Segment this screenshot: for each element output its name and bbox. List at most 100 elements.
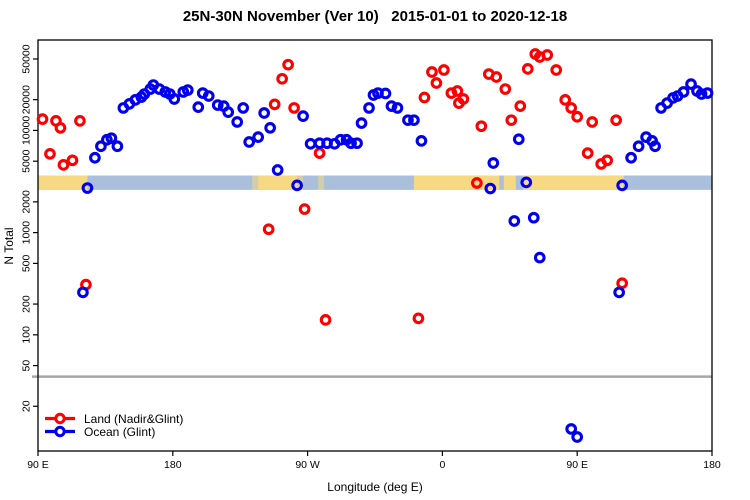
- y-tick-label: 2000: [21, 190, 33, 214]
- data-point-ocean: [351, 137, 363, 150]
- y-tick-label: 100: [21, 326, 33, 344]
- data-point-land: [581, 147, 594, 159]
- y-tick-label: 50000: [21, 44, 33, 73]
- data-point-land: [282, 58, 294, 71]
- data-point-ocean: [484, 182, 497, 195]
- y-tick-label: 500: [21, 254, 33, 272]
- plot-border: [37, 39, 713, 452]
- y-tick-label: 5000: [21, 149, 33, 173]
- data-point-ocean: [95, 140, 107, 153]
- data-point-land: [276, 72, 288, 85]
- data-point-ocean: [291, 179, 303, 192]
- data-point-ocean: [271, 164, 284, 176]
- data-point-land: [268, 98, 281, 111]
- data-point-ocean: [363, 102, 375, 114]
- data-point-ocean: [685, 78, 697, 90]
- data-point-land: [298, 203, 311, 215]
- band-segment-land: [258, 175, 298, 190]
- x-tick-label: 0: [439, 459, 445, 471]
- data-point-land: [451, 85, 464, 97]
- data-point-ocean: [89, 151, 101, 164]
- data-point-ocean: [649, 140, 661, 153]
- y-tick-label: 50: [21, 360, 33, 372]
- band-segment-land: [523, 175, 624, 190]
- x-tick-label: 90 W: [295, 459, 320, 471]
- data-point-ocean: [334, 133, 347, 146]
- data-point-land: [66, 154, 79, 167]
- legend-item-ocean: Ocean (Glint): [44, 425, 183, 439]
- band-segment-land: [503, 175, 516, 190]
- band-segment-land: [38, 175, 88, 190]
- band-segment-mixed: [252, 175, 259, 190]
- data-point-land: [412, 312, 425, 325]
- data-point-ocean: [237, 102, 250, 114]
- data-point-land: [505, 114, 518, 127]
- data-point-land: [457, 93, 470, 105]
- data-point-land: [313, 147, 326, 159]
- data-point-ocean: [527, 211, 540, 224]
- data-point-ocean: [613, 286, 625, 299]
- data-point-land: [262, 223, 275, 236]
- data-point-land: [616, 277, 628, 290]
- data-point-land: [319, 314, 332, 326]
- data-point-ocean: [231, 116, 244, 128]
- data-point-ocean: [391, 102, 404, 114]
- data-point-land: [514, 100, 527, 112]
- y-tick-label: 20000: [21, 85, 33, 114]
- data-point-ocean: [202, 90, 215, 102]
- chart-title: 25N-30N November (Ver 10) 2015-01-01 to …: [182, 8, 568, 25]
- data-point-land: [601, 154, 614, 167]
- data-point-ocean: [181, 84, 194, 96]
- data-point-ocean: [222, 106, 235, 118]
- data-point-ocean: [379, 87, 392, 100]
- data-point-ocean: [385, 100, 398, 112]
- data-point-ocean: [77, 286, 89, 299]
- data-point-land: [430, 77, 443, 89]
- data-point-land: [418, 91, 431, 104]
- legend-symbol-land-icon: [45, 412, 75, 425]
- legend-label-land: Land (Nadir&Glint): [84, 411, 184, 426]
- data-point-ocean: [81, 182, 94, 194]
- legend: Land (Nadir&Glint) Ocean (Glint): [44, 411, 184, 439]
- data-point-land: [610, 114, 622, 127]
- data-point-ocean: [304, 137, 317, 150]
- data-point-ocean: [565, 423, 578, 435]
- data-point-ocean: [402, 114, 414, 127]
- data-point-ocean: [111, 140, 124, 153]
- data-point-land: [57, 159, 70, 171]
- x-tick-label: 90 E: [27, 459, 49, 471]
- y-tick-label: 10000: [21, 116, 33, 145]
- data-point-land: [541, 49, 554, 61]
- data-point-ocean: [512, 133, 525, 146]
- data-point-ocean: [616, 179, 628, 192]
- data-point-ocean: [345, 137, 357, 150]
- data-point-land: [586, 116, 599, 128]
- data-point-land: [44, 147, 56, 160]
- data-point-land: [475, 120, 488, 133]
- band-segment-mixed: [318, 175, 325, 190]
- data-point-ocean: [408, 114, 420, 127]
- data-point-ocean: [264, 121, 277, 134]
- data-point-ocean: [520, 176, 533, 189]
- data-point-land: [36, 113, 49, 125]
- data-point-ocean: [415, 135, 428, 147]
- data-point-ocean: [533, 251, 546, 264]
- data-point-land: [559, 94, 572, 106]
- data-point-ocean: [258, 107, 271, 119]
- data-point-land: [521, 63, 534, 75]
- data-point-ocean: [252, 131, 265, 143]
- data-point-land: [74, 115, 86, 127]
- data-point-land: [499, 83, 512, 95]
- data-point-ocean: [211, 99, 224, 111]
- y-tick-label: 1000: [21, 221, 33, 245]
- data-point-ocean: [243, 136, 256, 148]
- x-tick-label: 180: [164, 459, 182, 471]
- data-point-ocean: [508, 215, 521, 227]
- data-point-ocean: [571, 431, 584, 443]
- data-point-land: [490, 71, 503, 83]
- data-point-ocean: [632, 140, 645, 153]
- data-point-land: [470, 177, 483, 189]
- data-point-land: [565, 102, 578, 114]
